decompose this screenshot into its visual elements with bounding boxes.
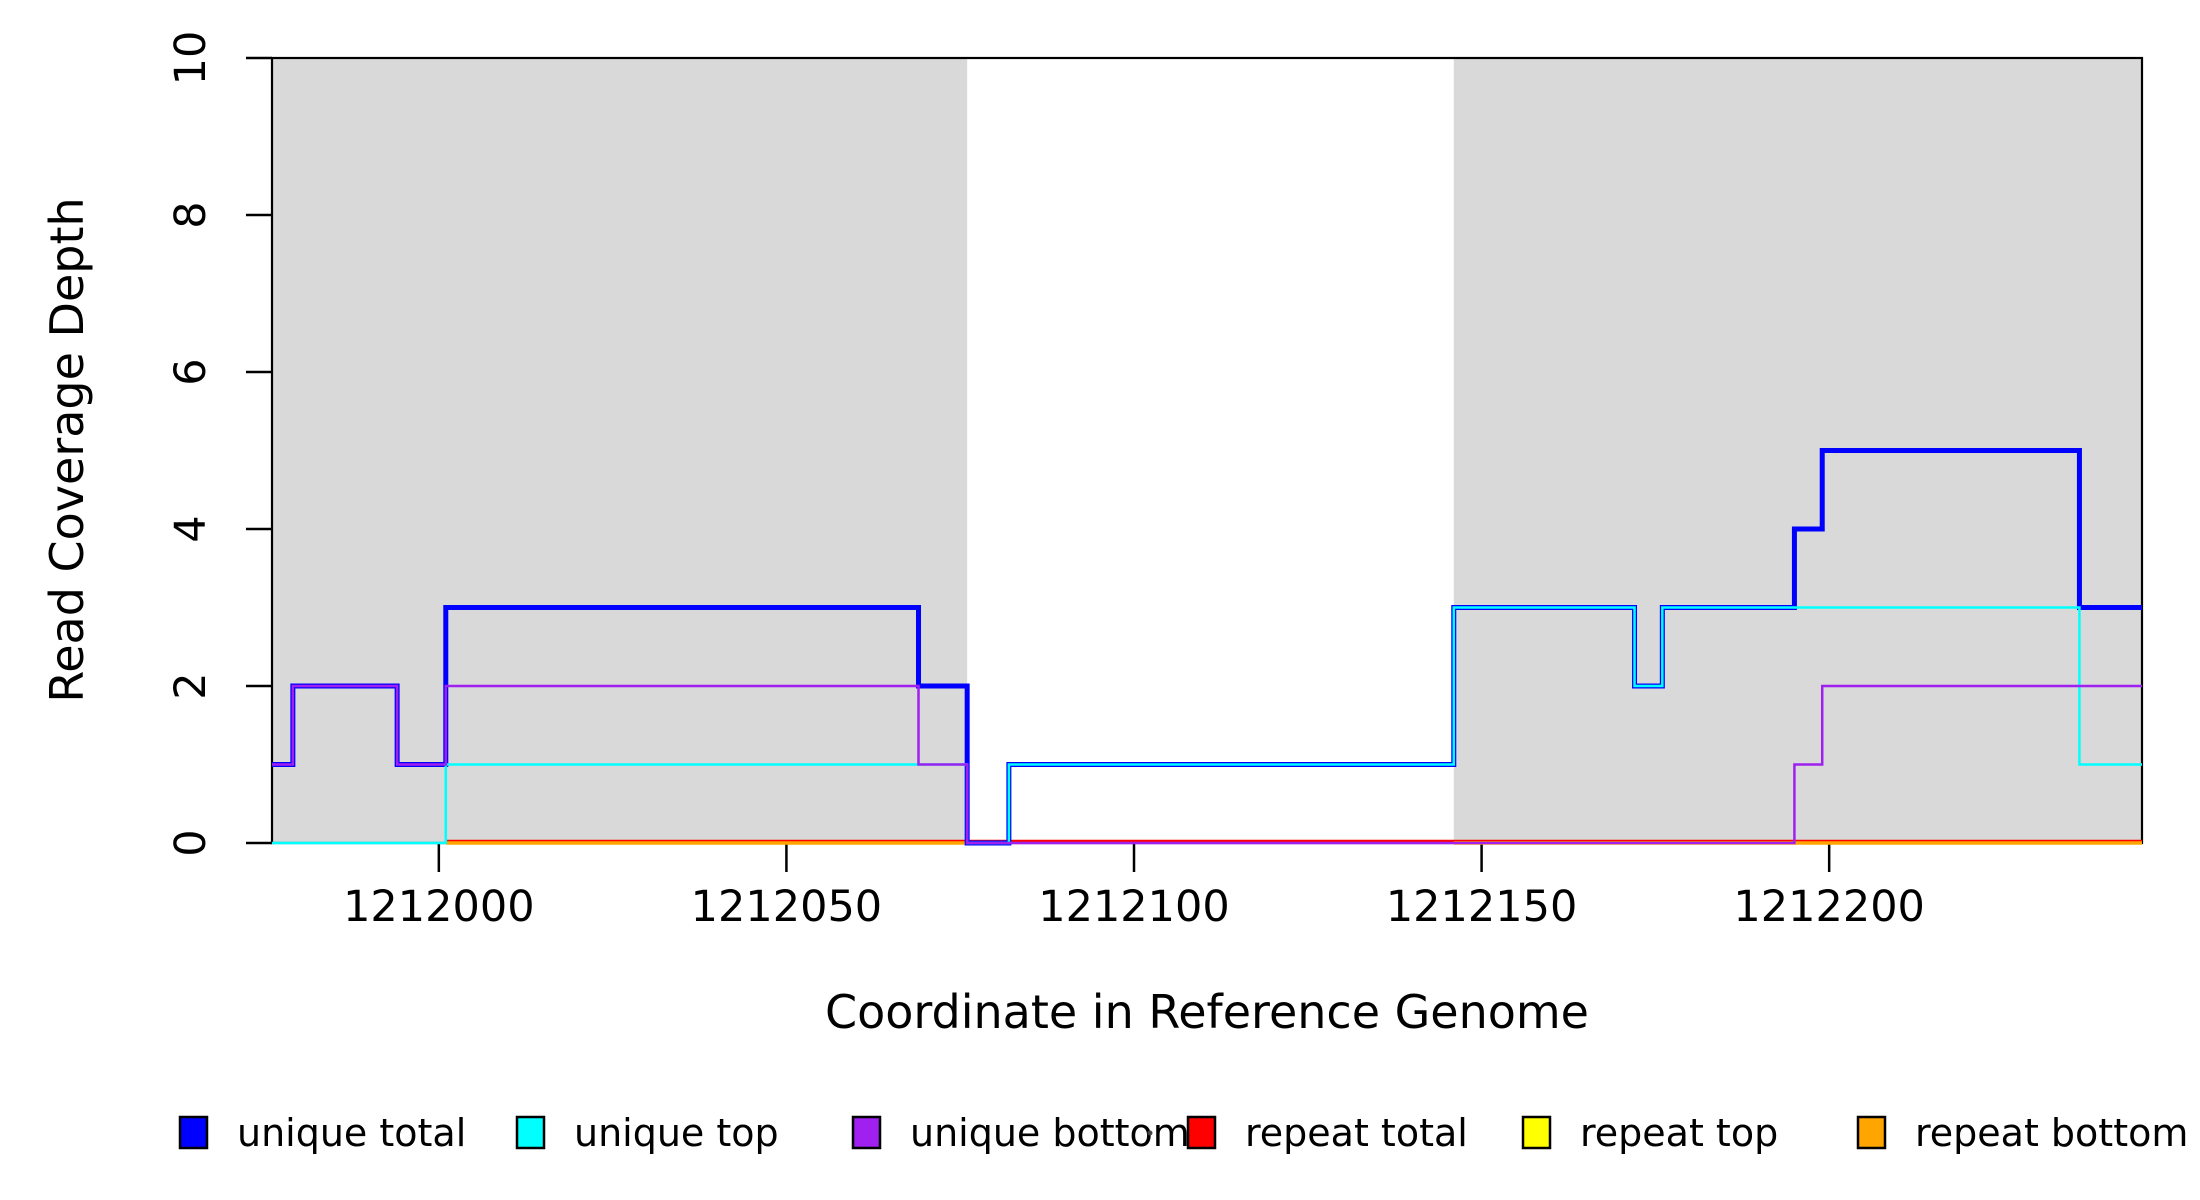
legend-label-unique-total: unique total	[237, 1111, 466, 1155]
x-tick-label: 1212200	[1733, 882, 1925, 932]
x-tick-label: 1212000	[343, 882, 535, 932]
series-unique-top-line	[272, 606, 2142, 845]
x-tick-label: 1212100	[1038, 882, 1230, 932]
y-tick-label: 8	[166, 201, 216, 228]
y-tick-label: 10	[166, 31, 216, 86]
y-axis-title: Read Coverage Depth	[40, 197, 94, 702]
x-axis-title: Coordinate in Reference Genome	[825, 985, 1589, 1039]
legend-label-unique-top: unique top	[574, 1111, 779, 1155]
repeat-region-rect	[272, 58, 968, 843]
y-tick-label: 6	[166, 358, 216, 385]
legend-swatch-repeat-top	[1521, 1115, 1552, 1150]
stray-dot-artifact	[1147, 1130, 1153, 1136]
y-tick-label: 2	[166, 672, 216, 699]
x-tick-label: 1212050	[691, 882, 883, 932]
series-unique-bottom-line	[272, 684, 2142, 845]
legend-swatch-repeat-bottom	[1856, 1115, 1887, 1150]
legend-swatch-unique-total	[178, 1115, 209, 1150]
legend-label-repeat-total: repeat total	[1245, 1111, 1468, 1155]
x-tick-label: 1212150	[1386, 882, 1578, 932]
y-tick-label: 4	[166, 515, 216, 542]
legend-label-repeat-top: repeat top	[1580, 1111, 1778, 1155]
axis-ticks: 1212000 1212050 1212100 1212150 1212200 0 2 4 6 8…	[166, 31, 1925, 932]
legend-label-repeat-bottom: repeat bottom	[1915, 1111, 2188, 1155]
legend: unique total unique top unique bottom repea…	[178, 1111, 2188, 1155]
legend-label-unique-bottom: unique bottom	[910, 1111, 1190, 1155]
y-tick-label: 0	[166, 829, 216, 856]
legend-swatch-unique-top	[515, 1115, 546, 1150]
data-series	[272, 448, 2142, 846]
legend-swatch-unique-bottom	[851, 1115, 882, 1150]
legend-swatch-repeat-total	[1186, 1115, 1217, 1150]
